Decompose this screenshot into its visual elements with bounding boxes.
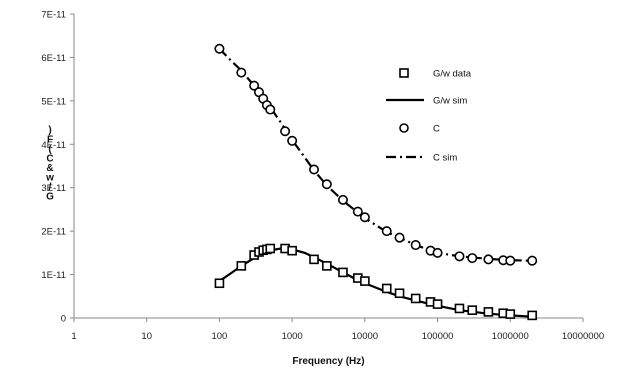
series-layer (214, 43, 538, 321)
data-point-circle (527, 255, 538, 266)
y-axis-title: )F(C&w/G (45, 125, 54, 203)
y-tick-label: 5E-11 (41, 96, 66, 107)
legend-label: C (433, 124, 440, 135)
x-tick-label: 1 (71, 331, 76, 342)
x-tick-label: 10 (141, 331, 152, 342)
y-tick-label: 4E-11 (41, 140, 66, 151)
y-tick-label: 1E-11 (41, 270, 66, 281)
data-point-circle (236, 67, 247, 78)
data-point-square (309, 254, 319, 265)
legend-marker-circle (399, 123, 409, 133)
data-point-square (381, 283, 392, 294)
data-point-square (454, 303, 465, 314)
data-point-circle (352, 206, 363, 217)
data-point-circle (287, 135, 298, 146)
data-point-square (467, 305, 478, 315)
data-point-square (214, 278, 225, 289)
y-axis-title-char: w (45, 173, 54, 184)
data-point-square (322, 261, 332, 271)
x-tick-label: 100 (211, 331, 227, 342)
x-tick-label: 10000 (352, 331, 378, 342)
data-point-square (360, 276, 370, 286)
y-axis-title-char: G (46, 192, 54, 203)
legend: G/w data G/w sim C C sim (386, 68, 472, 164)
data-point-square (432, 299, 443, 309)
data-point-circle (394, 232, 405, 243)
data-point-square (394, 288, 405, 299)
data-point-circle (265, 104, 276, 115)
data-point-circle (483, 254, 494, 265)
data-point-square (265, 243, 276, 254)
data-point-circle (505, 255, 516, 266)
data-point-square (527, 310, 537, 321)
y-tick-label: 2E-11 (41, 227, 66, 238)
data-point-circle (249, 80, 260, 91)
data-point-circle (214, 43, 225, 54)
x-axis-title: Frequency (Hz) (292, 356, 364, 367)
data-point-square (505, 309, 516, 319)
legend-marker-square (399, 68, 409, 78)
legend-label: G/w data (433, 69, 472, 80)
legend-label: G/w sim (433, 96, 467, 107)
y-tick-label: 3E-11 (41, 183, 66, 194)
data-point-circle (381, 226, 392, 237)
data-point-square (236, 261, 247, 271)
y-axis-title-char: & (46, 163, 53, 174)
data-point-circle (337, 194, 348, 205)
data-point-circle (454, 251, 465, 262)
series-c (214, 43, 538, 266)
x-tick-label: 1000000 (492, 331, 529, 342)
data-point-circle (467, 253, 478, 264)
y-tick-label: 0 (61, 314, 66, 325)
legend-label: C sim (433, 153, 457, 164)
y-axis-title-char: F (47, 135, 53, 146)
y-axis-title-char: ( (48, 144, 52, 155)
y-axis-title-char: / (49, 182, 52, 193)
data-point-square (287, 245, 297, 256)
data-point-circle (359, 212, 370, 223)
data-point-circle (321, 179, 332, 190)
data-point-circle (280, 126, 291, 137)
x-tick-label: 1000 (282, 331, 303, 342)
data-point-circle (432, 247, 443, 258)
data-point-square (338, 267, 348, 278)
data-point-square (410, 293, 421, 304)
series-g-w-data (214, 243, 537, 321)
series-line-c-sim (218, 47, 533, 262)
y-axis-title-char: ) (48, 125, 51, 136)
axes: 0 1E-11 2E-11 3E-11 4E-11 5E-11 6E-11 7E-11 1 10 1… (41, 10, 604, 343)
y-axis-title-char: C (46, 154, 53, 165)
data-point-square (483, 307, 494, 317)
y-tick-label: 6E-11 (41, 53, 66, 64)
x-tick-label: 100000 (422, 331, 454, 342)
data-point-circle (410, 240, 421, 251)
x-tick-label: 10000000 (562, 331, 604, 342)
y-tick-label: 7E-11 (41, 10, 66, 21)
data-point-circle (309, 164, 320, 175)
